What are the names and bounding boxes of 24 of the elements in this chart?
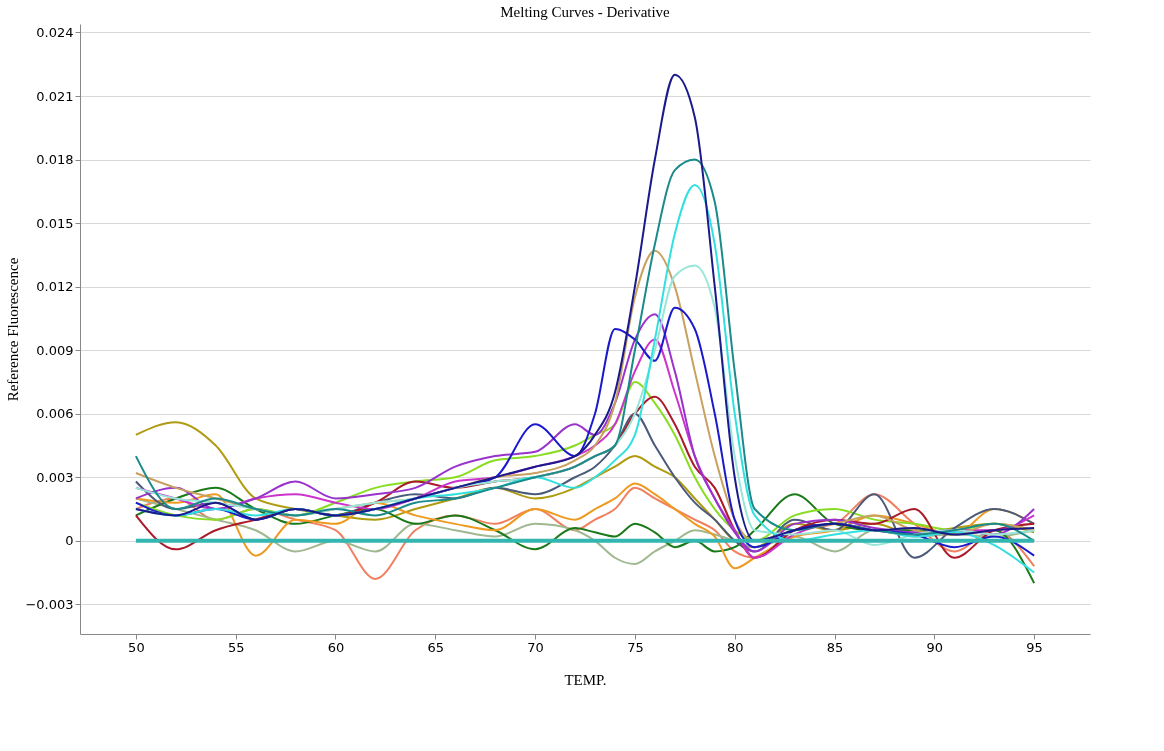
x-tick-label: 55 xyxy=(227,639,245,655)
x-tick-label: 70 xyxy=(527,639,544,655)
x-tick-label: 65 xyxy=(427,639,445,655)
x-tick-label: 60 xyxy=(327,639,345,655)
y-tick-label: 0.003 xyxy=(36,469,74,485)
y-tick-label: 0.006 xyxy=(36,406,74,422)
y-tick-label: 0 xyxy=(65,533,74,549)
x-axis-title: TEMP. xyxy=(564,671,607,688)
y-tick-label: −0.003 xyxy=(25,596,74,612)
x-tick-label: 80 xyxy=(726,639,744,655)
y-tick-label: 0.018 xyxy=(36,152,74,168)
y-axis-title: Reference Fluorescence xyxy=(5,257,22,402)
x-tick-label: 85 xyxy=(826,639,844,655)
x-tick-label: 50 xyxy=(128,639,145,655)
line-series xyxy=(134,73,1036,542)
y-tick-label: 0.015 xyxy=(36,215,74,231)
y-tick-label: 0.009 xyxy=(36,342,74,358)
x-tick-label: 75 xyxy=(627,639,644,655)
y-tick-label: 0.021 xyxy=(36,88,74,104)
y-tick-label: 0.024 xyxy=(36,24,74,40)
x-tick-label: 95 xyxy=(1026,639,1043,655)
x-tick-label: 90 xyxy=(926,639,944,655)
chart-title: Melting Curves - Derivative xyxy=(500,4,671,20)
y-tick-label: 0.012 xyxy=(36,279,74,295)
